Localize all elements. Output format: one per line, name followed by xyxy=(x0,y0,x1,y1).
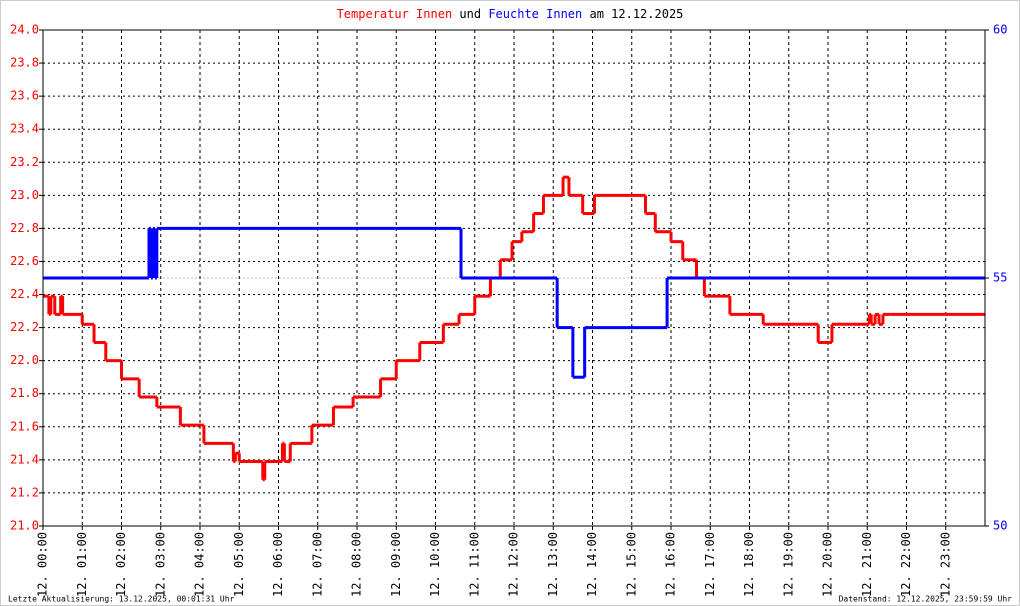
x-tick-label: 12. 21:00 xyxy=(860,532,874,597)
x-tick-label: 12. 16:00 xyxy=(664,532,678,597)
title-join: und xyxy=(459,7,481,21)
y-tick-label: 22.0 xyxy=(10,353,39,367)
x-tick-label: 12. 04:00 xyxy=(193,532,207,597)
x-tick-label: 12. 06:00 xyxy=(271,532,285,597)
step-riser xyxy=(47,177,885,480)
x-tick-label: 12. 15:00 xyxy=(624,532,638,597)
y-tick-label: 21.8 xyxy=(10,386,39,400)
plot-border xyxy=(42,29,986,527)
x-tick-label: 12. 23:00 xyxy=(938,532,952,597)
y-tick-label: 23.0 xyxy=(10,188,39,202)
y2-tick-label: 60 xyxy=(993,23,1007,37)
y-tick-label: 22.2 xyxy=(10,320,39,334)
x-tick-label: 12. 18:00 xyxy=(742,532,756,597)
y-tick-label: 23.2 xyxy=(10,155,39,169)
y-tick-label: 24.0 xyxy=(10,23,39,37)
x-tick-label: 12. 00:00 xyxy=(36,532,50,597)
x-tick-label: 12. 08:00 xyxy=(350,532,364,597)
y-tick-label: 22.6 xyxy=(10,254,39,268)
y-tick-label: 21.4 xyxy=(10,452,39,466)
x-tick-label: 12. 03:00 xyxy=(153,532,167,597)
x-tick-label: 12. 07:00 xyxy=(310,532,324,597)
y2-tick-label: 55 xyxy=(993,271,1007,285)
footer-left: Letzte Aktualisierung: 13.12.2025, 00:01… xyxy=(8,595,235,604)
x-tick-label: 12. 17:00 xyxy=(703,532,717,597)
y-tick-label: 21.2 xyxy=(10,485,39,499)
chart-title: Temperatur Innen und Feuchte Innen am 12… xyxy=(337,7,684,21)
y-tick-label: 21.6 xyxy=(10,419,39,433)
y-tick-label: 23.4 xyxy=(10,122,39,136)
x-tick-label: 12. 20:00 xyxy=(821,532,835,597)
x-tick-label: 12. 11:00 xyxy=(467,532,481,597)
x-tick-label: 12. 09:00 xyxy=(389,532,403,597)
x-tick-label: 12. 01:00 xyxy=(75,532,89,597)
x-tick-label: 12. 12:00 xyxy=(507,532,521,597)
title-series-2: Feuchte Innen xyxy=(488,7,582,21)
x-tick-label: 12. 22:00 xyxy=(899,532,913,597)
y-tick-label: 23.8 xyxy=(10,56,39,70)
x-tick-label: 12. 19:00 xyxy=(781,532,795,597)
title-series-1: Temperatur Innen xyxy=(337,7,453,21)
y-tick-label: 22.4 xyxy=(10,287,39,301)
y-tick-label: 23.6 xyxy=(10,89,39,103)
y2-tick-label: 50 xyxy=(993,519,1007,533)
footer-right: Datenstand: 12.12.2025, 23:59:59 Uhr xyxy=(839,595,1013,604)
x-tick-label: 12. 10:00 xyxy=(428,532,442,597)
x-tick-label: 12. 02:00 xyxy=(114,532,128,597)
x-tick-label: 12. 13:00 xyxy=(546,532,560,597)
title-date: am 12.12.2025 xyxy=(589,7,683,21)
y-tick-label: 22.8 xyxy=(10,221,39,235)
y-tick-label: 21.0 xyxy=(10,519,39,533)
x-tick-label: 12. 05:00 xyxy=(232,532,246,597)
x-tick-label: 12. 14:00 xyxy=(585,532,599,597)
step-riser xyxy=(147,228,669,378)
